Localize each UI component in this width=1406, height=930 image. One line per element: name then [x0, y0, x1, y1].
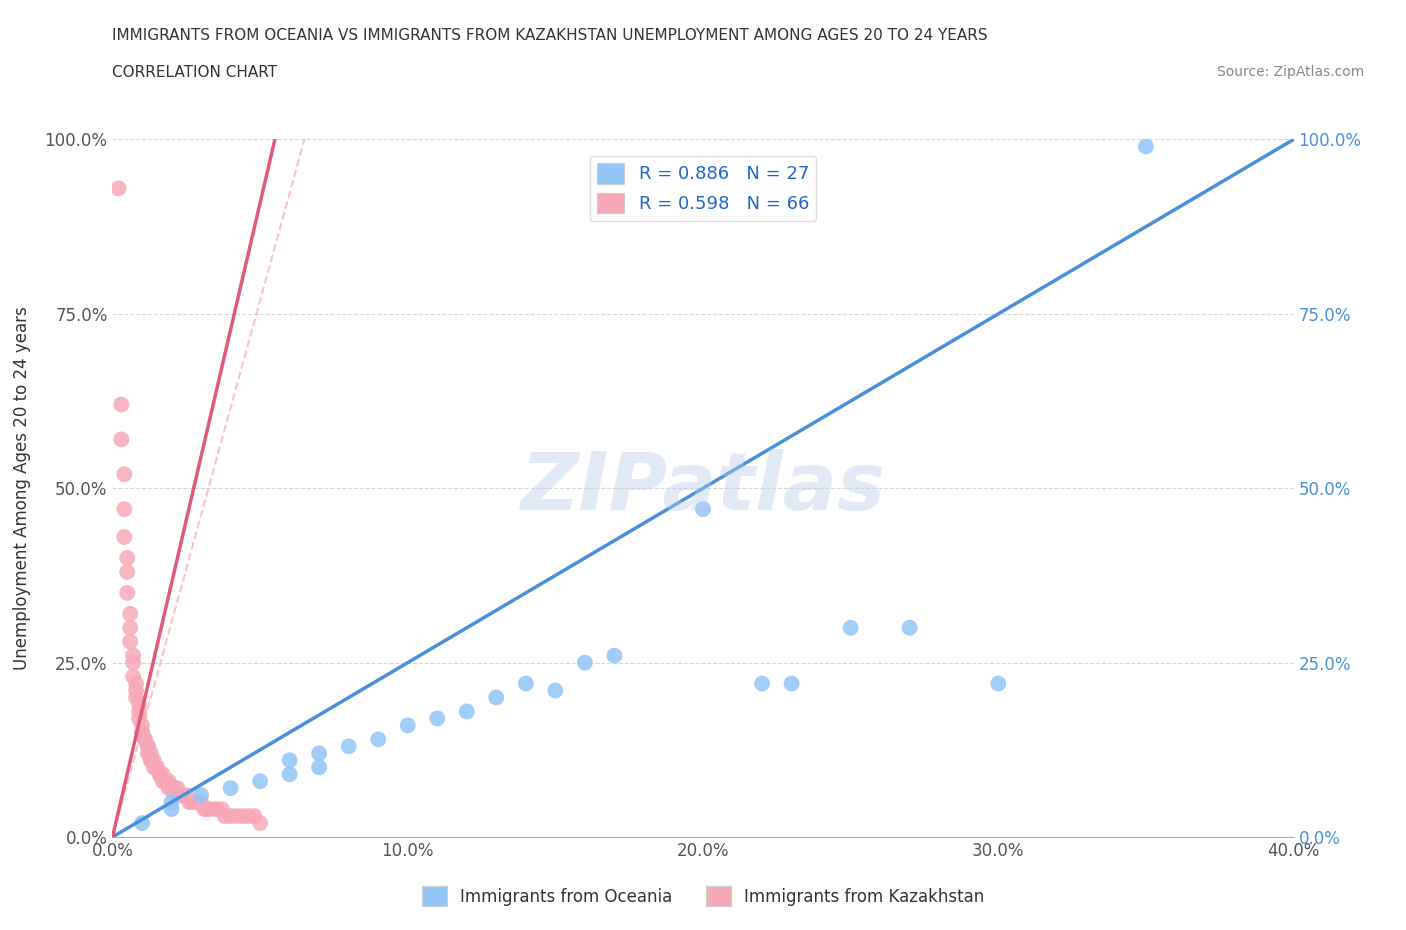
Point	[160, 802, 183, 817]
Point	[117, 551, 138, 565]
Point	[112, 502, 135, 517]
Point	[219, 809, 242, 824]
Point	[125, 676, 148, 691]
Point	[131, 718, 153, 733]
Point	[219, 781, 242, 796]
Point	[225, 809, 247, 824]
Point	[146, 760, 169, 775]
Point	[249, 816, 271, 830]
Point	[238, 809, 260, 824]
Point	[155, 774, 177, 789]
Point	[139, 746, 162, 761]
Point	[396, 718, 419, 733]
Text: IMMIGRANTS FROM OCEANIA VS IMMIGRANTS FROM KAZAKHSTAN UNEMPLOYMENT AMONG AGES 20: IMMIGRANTS FROM OCEANIA VS IMMIGRANTS FR…	[112, 28, 988, 43]
Point	[128, 698, 150, 712]
Point	[308, 746, 330, 761]
Point	[544, 683, 567, 698]
Point	[136, 738, 159, 753]
Point	[110, 397, 132, 412]
Point	[160, 794, 183, 809]
Point	[120, 606, 142, 621]
Text: Source: ZipAtlas.com: Source: ZipAtlas.com	[1216, 65, 1364, 79]
Point	[112, 530, 135, 545]
Point	[456, 704, 478, 719]
Point	[249, 774, 271, 789]
Point	[122, 670, 145, 684]
Point	[134, 732, 156, 747]
Point	[112, 467, 135, 482]
Point	[190, 794, 212, 809]
Point	[839, 620, 862, 635]
Point	[139, 753, 162, 768]
Point	[146, 760, 169, 775]
Point	[122, 656, 145, 671]
Point	[169, 788, 191, 803]
Point	[898, 620, 921, 635]
Point	[190, 788, 212, 803]
Point	[278, 753, 301, 768]
Point	[166, 788, 188, 803]
Point	[174, 788, 197, 803]
Point	[128, 711, 150, 725]
Point	[139, 753, 162, 768]
Point	[149, 766, 172, 781]
Point	[152, 774, 174, 789]
Point	[120, 620, 142, 635]
Point	[160, 781, 183, 796]
Point	[426, 711, 449, 725]
Text: CORRELATION CHART: CORRELATION CHART	[112, 65, 277, 80]
Point	[231, 809, 253, 824]
Point	[117, 586, 138, 601]
Point	[163, 781, 186, 796]
Point	[193, 802, 215, 817]
Point	[142, 760, 165, 775]
Point	[780, 676, 803, 691]
Point	[157, 774, 180, 789]
Point	[120, 634, 142, 649]
Point	[117, 565, 138, 579]
Text: ZIPatlas: ZIPatlas	[520, 449, 886, 527]
Point	[131, 725, 153, 740]
Point	[142, 753, 165, 768]
Point	[179, 794, 201, 809]
Point	[574, 656, 596, 671]
Point	[131, 725, 153, 740]
Point	[515, 676, 537, 691]
Y-axis label: Unemployment Among Ages 20 to 24 years: Unemployment Among Ages 20 to 24 years	[13, 306, 31, 671]
Point	[131, 816, 153, 830]
Point	[172, 788, 194, 803]
Point	[243, 809, 266, 824]
Point	[125, 690, 148, 705]
Point	[367, 732, 389, 747]
Point	[107, 180, 129, 196]
Point	[136, 746, 159, 761]
Point	[128, 704, 150, 719]
Point	[337, 738, 360, 753]
Point	[149, 766, 172, 781]
Point	[136, 738, 159, 753]
Point	[125, 683, 148, 698]
Point	[1135, 140, 1157, 154]
Point	[122, 648, 145, 663]
Point	[110, 432, 132, 447]
Point	[198, 802, 221, 817]
Point	[157, 781, 180, 796]
Point	[987, 676, 1010, 691]
Point	[278, 766, 301, 781]
Point	[751, 676, 773, 691]
Point	[195, 802, 218, 817]
Point	[485, 690, 508, 705]
Point	[181, 794, 204, 809]
Point	[603, 648, 626, 663]
Point	[184, 794, 207, 809]
Point	[166, 781, 188, 796]
Point	[205, 802, 228, 817]
Legend: Immigrants from Oceania, Immigrants from Kazakhstan: Immigrants from Oceania, Immigrants from…	[415, 880, 991, 912]
Point	[692, 502, 714, 517]
Point	[134, 732, 156, 747]
Point	[308, 760, 330, 775]
Point	[152, 766, 174, 781]
Point	[211, 802, 233, 817]
Point	[214, 809, 236, 824]
